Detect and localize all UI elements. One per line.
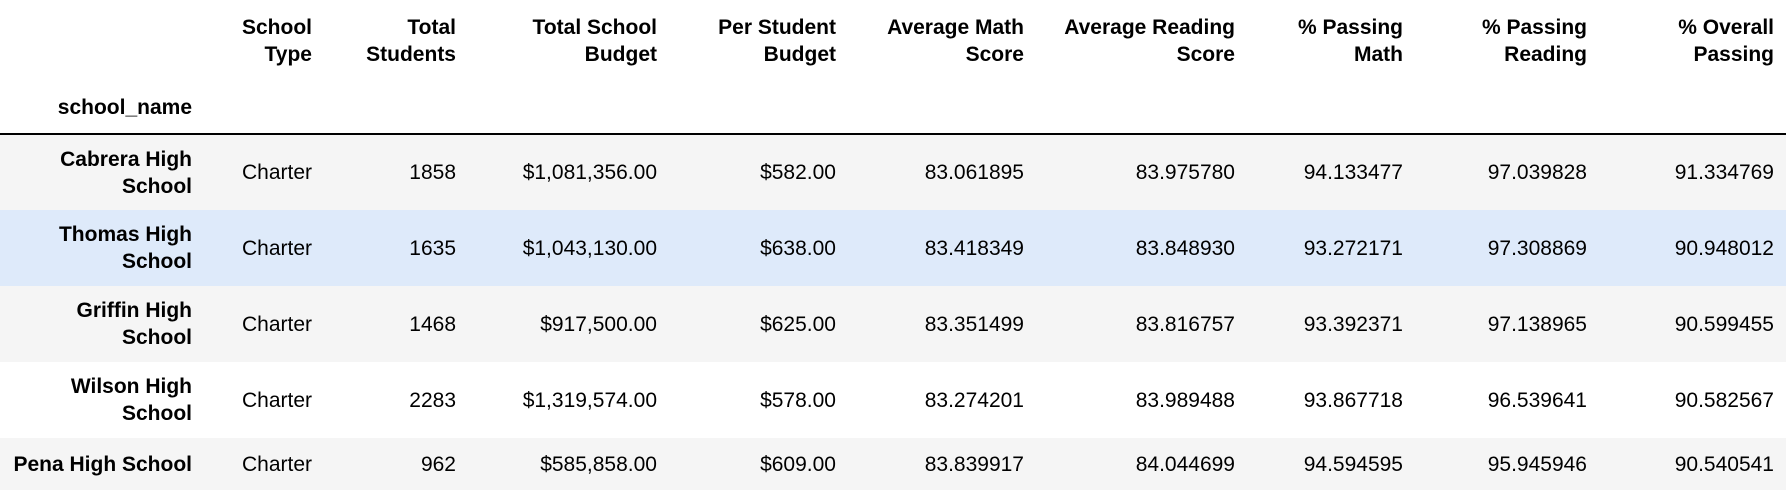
cell-total-school-budget: $1,081,356.00 bbox=[522, 161, 657, 184]
cell-average-reading-score: 83.816757 bbox=[1135, 312, 1235, 336]
cell-passing-math: 94.133477 bbox=[1303, 161, 1403, 184]
column-header-passing-reading: % Passing Reading bbox=[1481, 16, 1587, 66]
column-header-school-type: School Type bbox=[241, 16, 312, 66]
index-name-header: school_name bbox=[0, 82, 204, 135]
cell-overall-passing: 90.948012 bbox=[1674, 236, 1774, 260]
cell-school-type: Charter bbox=[241, 452, 312, 476]
cell-school-type: Charter bbox=[241, 161, 312, 184]
cell-total-students: 1858 bbox=[409, 161, 456, 184]
table-header: School Type Total Students Total School … bbox=[0, 0, 1786, 135]
cell-per-student-budget: $582.00 bbox=[760, 161, 836, 184]
cell-total-school-budget: $917,500.00 bbox=[540, 312, 657, 336]
cell-total-students: 1635 bbox=[409, 236, 456, 260]
cell-passing-math: 93.392371 bbox=[1303, 312, 1403, 336]
cell-average-math-score: 83.274201 bbox=[924, 388, 1024, 412]
cell-overall-passing: 90.582567 bbox=[1674, 388, 1774, 412]
cell-average-math-score: 83.061895 bbox=[924, 161, 1024, 184]
cell-school-type: Charter bbox=[241, 312, 312, 336]
cell-average-reading-score: 83.848930 bbox=[1135, 236, 1235, 260]
column-header-total-students: Total Students bbox=[366, 16, 456, 66]
cell-school-type: Charter bbox=[241, 236, 312, 260]
cell-overall-passing: 90.599455 bbox=[1674, 312, 1774, 336]
row-index-school-name: Griffin High School bbox=[76, 299, 192, 349]
row-index-school-name: Wilson High School bbox=[70, 375, 192, 425]
row-index-school-name: Cabrera High School bbox=[60, 147, 192, 198]
cell-total-school-budget: $585,858.00 bbox=[540, 452, 657, 476]
cell-overall-passing: 91.334769 bbox=[1674, 161, 1774, 184]
cell-average-math-score: 83.839917 bbox=[924, 452, 1024, 476]
column-header-passing-math: % Passing Math bbox=[1297, 16, 1403, 66]
table-row: Wilson High School Charter 2283 $1,319,5… bbox=[0, 362, 1786, 438]
cell-passing-math: 93.867718 bbox=[1303, 388, 1403, 412]
cell-per-student-budget: $609.00 bbox=[760, 452, 836, 476]
row-index-school-name: Thomas High School bbox=[58, 223, 192, 273]
cell-average-reading-score: 84.044699 bbox=[1135, 452, 1235, 476]
cell-passing-reading: 95.945946 bbox=[1487, 452, 1587, 476]
table-row: Griffin High School Charter 1468 $917,50… bbox=[0, 286, 1786, 362]
cell-passing-reading: 97.308869 bbox=[1487, 236, 1587, 260]
table-row-hovered: Thomas High School Charter 1635 $1,043,1… bbox=[0, 210, 1786, 286]
row-index-school-name: Pena High School bbox=[13, 452, 192, 476]
column-header-per-student-budget: Per Student Budget bbox=[718, 16, 836, 66]
cell-passing-reading: 97.138965 bbox=[1487, 312, 1587, 336]
cell-passing-reading: 96.539641 bbox=[1487, 388, 1587, 412]
cell-average-reading-score: 83.975780 bbox=[1135, 161, 1235, 184]
cell-total-students: 2283 bbox=[409, 388, 456, 412]
index-name-row: school_name bbox=[0, 82, 1786, 135]
table-row: Pena High School Charter 962 $585,858.00… bbox=[0, 438, 1786, 490]
cell-per-student-budget: $625.00 bbox=[760, 312, 836, 336]
cell-total-school-budget: $1,319,574.00 bbox=[522, 388, 657, 412]
cell-overall-passing: 90.540541 bbox=[1674, 452, 1774, 476]
cell-average-math-score: 83.418349 bbox=[924, 236, 1024, 260]
cell-total-students: 962 bbox=[420, 452, 456, 476]
table-body: Cabrera High School Charter 1858 $1,081,… bbox=[0, 134, 1786, 490]
cell-per-student-budget: $638.00 bbox=[760, 236, 836, 260]
cell-passing-math: 93.272171 bbox=[1303, 236, 1403, 260]
cell-total-school-budget: $1,043,130.00 bbox=[522, 236, 657, 260]
cell-school-type: Charter bbox=[241, 388, 312, 412]
column-header-average-reading-score: Average Reading Score bbox=[1064, 16, 1235, 66]
column-header-row: School Type Total Students Total School … bbox=[0, 0, 1786, 82]
column-header-overall-passing: % Overall Passing bbox=[1678, 16, 1774, 66]
cell-passing-reading: 97.039828 bbox=[1487, 161, 1587, 184]
cell-passing-math: 94.594595 bbox=[1303, 452, 1403, 476]
cell-per-student-budget: $578.00 bbox=[760, 388, 836, 412]
column-header-average-math-score: Average Math Score bbox=[887, 16, 1024, 66]
column-header-total-school-budget: Total School Budget bbox=[532, 16, 657, 66]
index-header-blank bbox=[0, 0, 204, 82]
cell-average-reading-score: 83.989488 bbox=[1135, 388, 1235, 412]
cell-total-students: 1468 bbox=[409, 312, 456, 336]
table-row: Cabrera High School Charter 1858 $1,081,… bbox=[0, 134, 1786, 210]
cell-average-math-score: 83.351499 bbox=[924, 312, 1024, 336]
